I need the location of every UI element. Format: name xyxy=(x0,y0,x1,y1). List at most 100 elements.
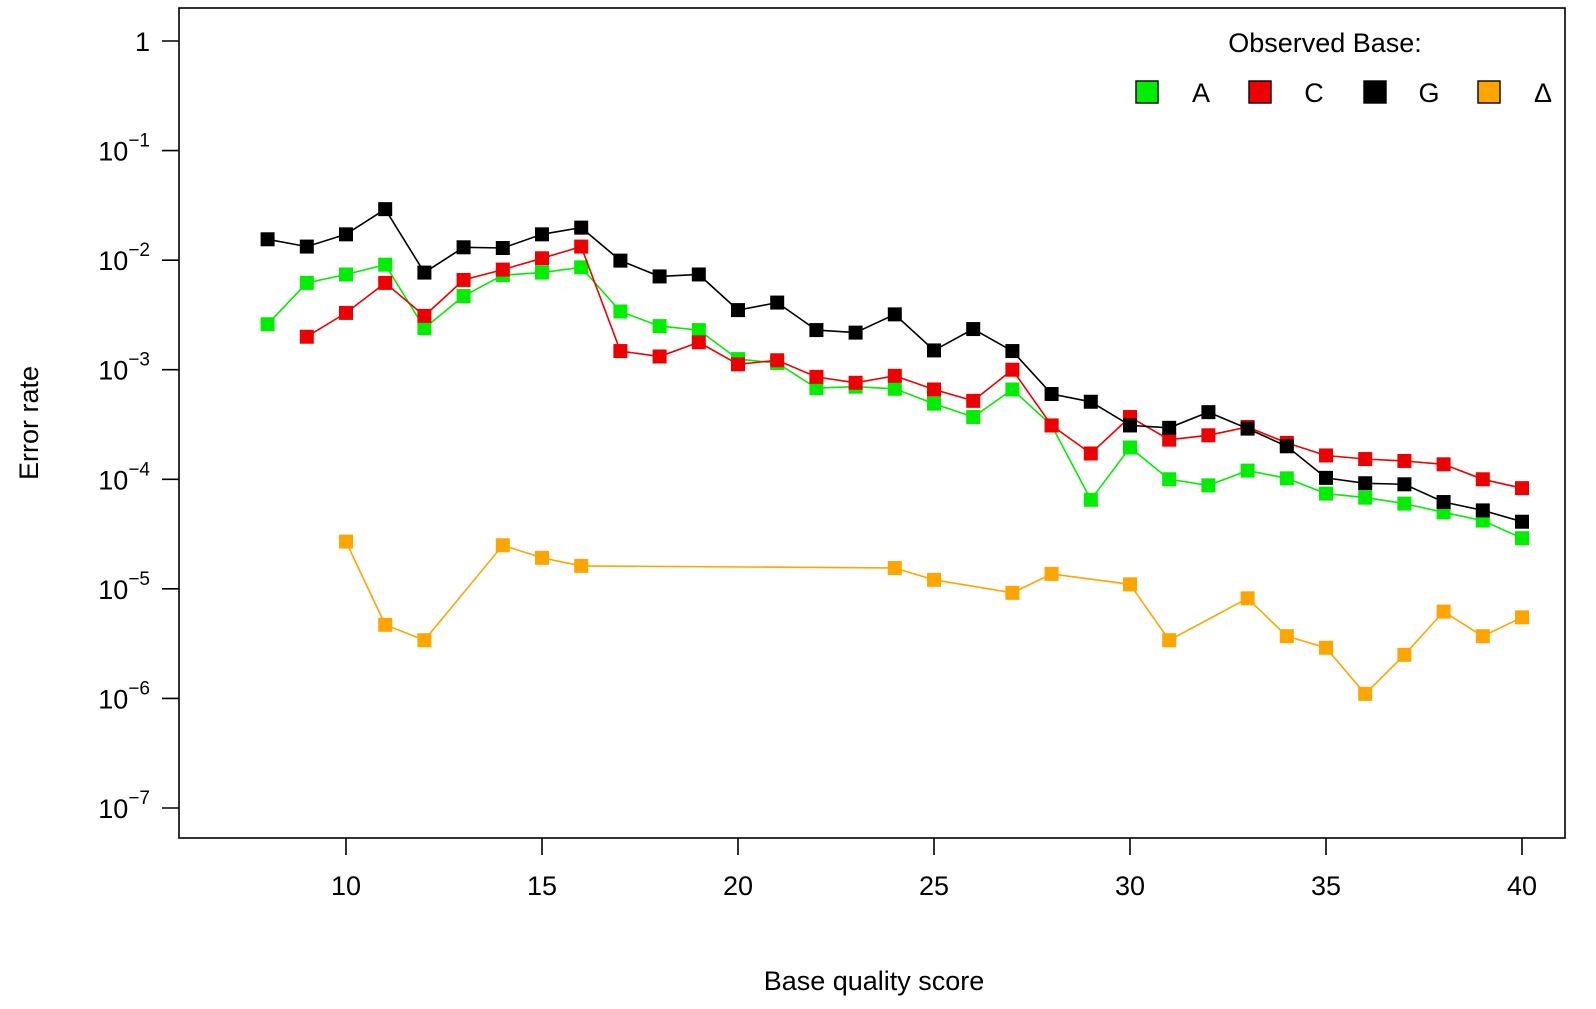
data-point xyxy=(652,349,667,364)
data-point xyxy=(1515,610,1529,625)
data-point xyxy=(574,558,589,573)
data-point xyxy=(1240,591,1255,606)
data-point xyxy=(731,357,745,372)
data-point xyxy=(1436,495,1451,510)
x-tick-label: 35 xyxy=(1311,871,1341,901)
data-point xyxy=(1397,647,1412,662)
data-point xyxy=(966,393,981,408)
data-point xyxy=(1201,405,1216,420)
data-point xyxy=(927,382,941,397)
data-point xyxy=(1083,446,1098,461)
y-tick-label: 10−3 xyxy=(98,350,150,386)
data-point xyxy=(339,305,353,320)
legend-label: G xyxy=(1418,78,1439,108)
y-tick-label: 10−5 xyxy=(98,569,150,605)
data-point xyxy=(1123,577,1137,592)
legend-swatch xyxy=(1477,80,1501,104)
legend-label: A xyxy=(1192,78,1210,108)
data-point xyxy=(1279,471,1294,486)
data-point xyxy=(613,304,628,319)
data-point xyxy=(417,633,432,648)
data-point xyxy=(339,267,353,282)
data-point xyxy=(809,381,824,396)
data-point xyxy=(1515,531,1529,546)
data-point xyxy=(1358,686,1373,701)
data-point xyxy=(260,317,275,332)
x-tick-label: 15 xyxy=(527,871,557,901)
data-point xyxy=(1319,448,1333,463)
data-point xyxy=(1397,477,1412,492)
data-point xyxy=(1475,472,1490,487)
data-point xyxy=(495,262,510,277)
data-point xyxy=(1005,382,1020,397)
data-point xyxy=(1319,640,1333,655)
x-axis-label: Base quality score xyxy=(764,966,985,996)
x-tick-label: 30 xyxy=(1115,871,1145,901)
data-point xyxy=(1358,476,1373,491)
data-point xyxy=(339,227,353,242)
series-line xyxy=(345,541,1523,696)
legend-swatch xyxy=(1248,80,1272,104)
series-1 xyxy=(260,257,1529,546)
data-point xyxy=(1279,439,1294,454)
data-point xyxy=(1475,629,1490,644)
legend-label: C xyxy=(1304,78,1324,108)
data-point xyxy=(456,272,471,287)
data-point xyxy=(1044,418,1059,433)
legend-label: Δ xyxy=(1534,78,1552,108)
y-tick-label: 10−1 xyxy=(98,131,150,167)
y-tick-label: 10−6 xyxy=(98,678,150,714)
data-point xyxy=(848,375,863,390)
data-point xyxy=(1240,463,1255,478)
data-point xyxy=(1005,362,1020,377)
data-point xyxy=(652,319,667,334)
data-point xyxy=(848,325,863,340)
data-point xyxy=(887,381,902,396)
data-point xyxy=(1279,629,1294,644)
data-point xyxy=(1005,344,1020,359)
data-point xyxy=(456,240,471,255)
data-point xyxy=(1240,421,1255,436)
data-point xyxy=(966,322,981,337)
data-point xyxy=(887,307,902,322)
x-axis: 10 15 20 25 30 35 40 xyxy=(331,838,1537,901)
data-point xyxy=(1083,394,1098,409)
data-point xyxy=(1162,633,1177,648)
data-point xyxy=(378,617,393,632)
data-point xyxy=(691,267,706,282)
data-point xyxy=(495,241,510,256)
data-point xyxy=(1358,490,1373,505)
data-point xyxy=(1123,418,1137,433)
data-point xyxy=(1044,566,1059,581)
data-point xyxy=(1358,452,1373,467)
data-point xyxy=(809,323,824,338)
data-point xyxy=(495,538,510,553)
data-point xyxy=(927,572,941,587)
data-point xyxy=(1319,470,1333,485)
data-point xyxy=(1436,457,1451,472)
y-axis-label: Error rate xyxy=(14,366,44,480)
data-point xyxy=(417,265,432,280)
data-point xyxy=(378,202,393,217)
x-tick-label: 40 xyxy=(1507,871,1537,901)
x-tick-label: 25 xyxy=(919,871,949,901)
data-point xyxy=(1515,514,1529,529)
data-point xyxy=(966,410,981,425)
series-line xyxy=(267,208,1523,523)
data-point xyxy=(927,343,941,358)
y-tick-label: 1 xyxy=(135,27,150,57)
data-point xyxy=(456,289,471,304)
data-point xyxy=(339,534,353,549)
legend: Observed Base: A C G Δ xyxy=(1135,28,1552,108)
data-point xyxy=(1201,478,1216,493)
data-point xyxy=(1397,453,1412,468)
data-point xyxy=(887,368,902,383)
series-line xyxy=(267,263,1523,539)
data-point xyxy=(613,253,628,268)
data-point xyxy=(887,561,902,576)
data-point xyxy=(1515,481,1529,496)
data-point xyxy=(417,321,432,336)
data-point xyxy=(1319,486,1333,501)
data-point xyxy=(378,257,393,272)
data-point xyxy=(535,265,549,280)
